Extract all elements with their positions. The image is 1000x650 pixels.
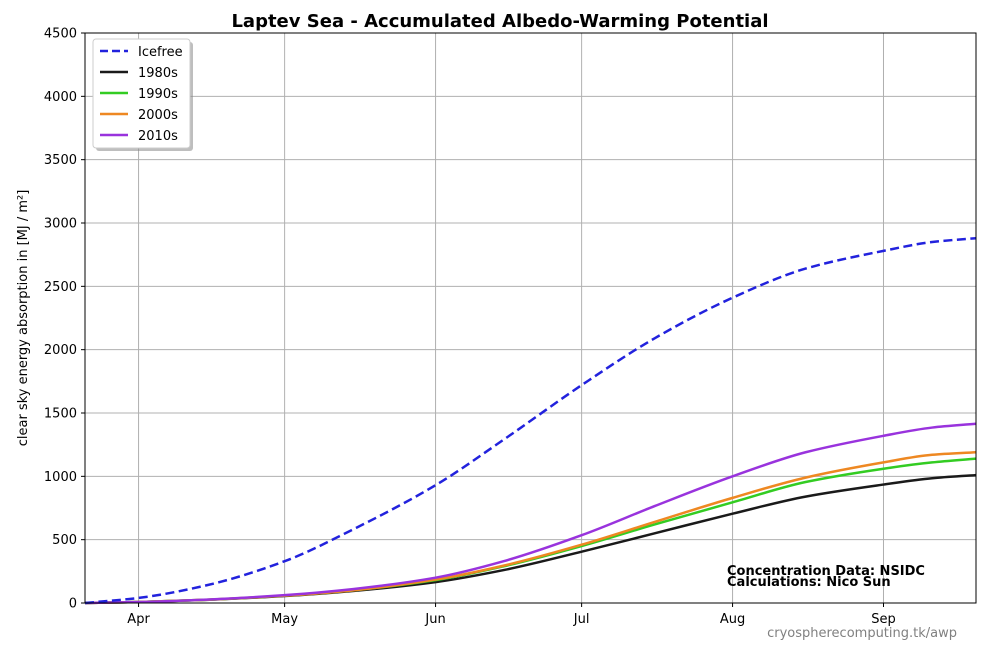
series-line-icefree [84,236,977,605]
x-tick-label: Sep [871,612,896,627]
x-axis: Apr May Jun Jul Aug Sep [127,603,896,627]
y-tick-label: 4000 [44,90,77,105]
y-tick-label: 2000 [44,343,77,358]
legend-label: 1980s [138,66,178,81]
legend-label: 2010s [138,129,178,144]
x-tick-label: Jun [424,612,445,627]
source-link[interactable]: cryospherecomputing.tk/awp [767,626,957,641]
x-tick-label: May [271,612,298,627]
y-tick-label: 1000 [44,470,77,485]
y-tick-label: 1500 [44,407,77,422]
y-tick-label: 0 [69,597,77,612]
y-tick-label: 4500 [44,27,77,42]
grid [85,32,976,604]
y-tick-label: 3000 [44,217,77,232]
x-tick-label: Apr [127,612,150,627]
legend-label: Icefree [138,45,183,60]
x-tick-label: Aug [720,612,745,627]
legend-label: 2000s [138,108,178,123]
y-axis: 0 500 1000 1500 2000 2500 3000 3500 4000 4500 [44,27,85,612]
y-tick-label: 3500 [44,153,77,168]
x-tick-label: Jul [573,612,590,627]
legend: Icefree 1980s 1990s 2000s 2010s [92,38,193,151]
annotation-calculations: Calculations: Nico Sun [727,575,891,590]
legend-box [92,38,191,149]
y-tick-label: 2500 [44,280,77,295]
series-lines [84,236,977,605]
y-tick-label: 500 [52,533,77,548]
series-line-2010s [84,422,977,605]
chart-title: Laptev Sea - Accumulated Albedo-Warming … [231,11,768,32]
annotation-data-source: Concentration Data: NSIDC [727,564,925,579]
y-axis-label: clear sky energy absorption in [MJ / m²] [16,190,31,447]
legend-label: 1990s [138,87,178,102]
plot-frame [84,32,977,604]
